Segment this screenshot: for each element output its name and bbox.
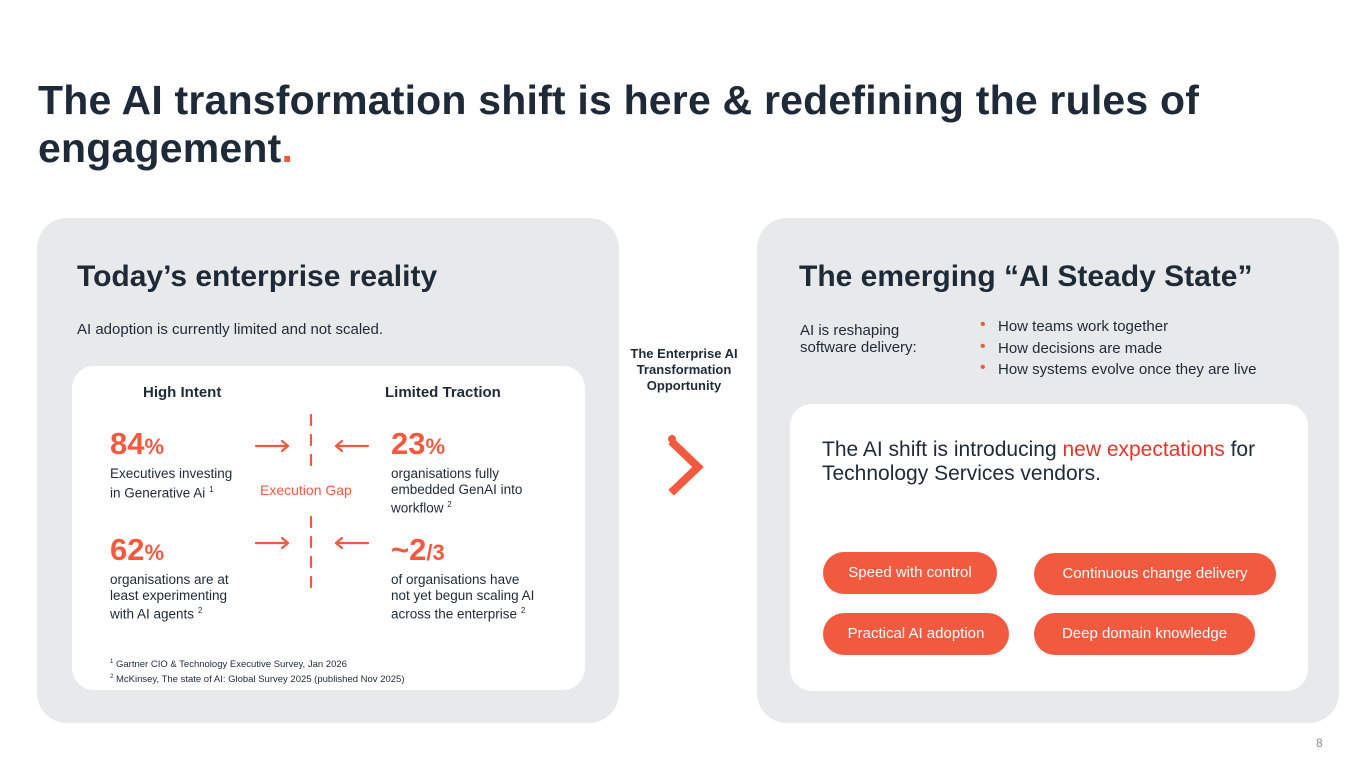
adoption-stats-card: High Intent Limited Traction 84% Executi… [72, 366, 585, 690]
high-intent-heading: High Intent [143, 384, 222, 401]
footnote: 2 McKinsey, The state of AI: Global Surv… [110, 674, 405, 686]
highlight-text: new expectations [1062, 438, 1225, 461]
stat-description: organisations are at least experimenting… [110, 572, 229, 622]
list-item: • How decisions are made [980, 337, 1163, 357]
left-panel-heading: Today’s enterprise reality [77, 260, 438, 293]
list-item: • How systems evolve once they are live [980, 359, 1257, 378]
footnote-ref: 2 [447, 500, 452, 509]
page-number: 8 [1316, 736, 1323, 750]
pill-deep-domain-knowledge: Deep domain knowledge [1034, 613, 1255, 655]
ai-steady-state-panel: The emerging “AI Steady State” AI is res… [757, 218, 1339, 723]
arrow-right-icon [254, 439, 290, 453]
stat-value: 62% [110, 532, 165, 567]
slide-title: The AI transformation shift is here & re… [38, 76, 1218, 172]
slide-title-text: The AI transformation shift is here & re… [38, 77, 1200, 171]
expectations-card: The AI shift is introducing new expectat… [790, 404, 1308, 691]
arrow-left-icon [334, 439, 370, 453]
reshaping-lead-text: AI is reshaping software delivery: [800, 322, 917, 356]
right-panel-heading: The emerging “AI Steady State” [799, 260, 1253, 293]
stat-description: of organisations have not yet begun scal… [391, 572, 535, 622]
pill-continuous-change-delivery: Continuous change delivery [1034, 553, 1276, 595]
title-accent-dot: . [281, 125, 294, 171]
footnote-ref: 1 [209, 484, 214, 494]
pill-practical-ai-adoption: Practical AI adoption [823, 613, 1009, 655]
stat-value: 84% [110, 426, 165, 461]
arrow-right-icon [254, 536, 290, 550]
arrow-left-icon [334, 536, 370, 550]
footnote-ref: 2 [197, 606, 203, 615]
left-panel-subtitle: AI adoption is currently limited and not… [77, 321, 383, 338]
stat-description: organisations fully embedded GenAI into … [391, 466, 523, 516]
enterprise-reality-panel: Today’s enterprise reality AI adoption i… [37, 218, 619, 723]
reshaping-bullet-list: • How teams work together • How decisions … [977, 316, 1256, 381]
stat-value: ~2/3 [391, 532, 445, 567]
expectations-statement: The AI shift is introducing new expectat… [822, 438, 1256, 485]
stat-description: Executives investing in Generative Ai 1 [110, 466, 233, 500]
stat-value: 23% [391, 426, 446, 461]
footnotes: 1 Gartner CIO & Technology Executive Sur… [110, 656, 405, 686]
execution-gap-graphic [254, 413, 370, 589]
footnote: 1 Gartner CIO & Technology Executive Sur… [110, 659, 347, 671]
stat-experimenting-agents: 62% organisations are at least experimen… [110, 534, 229, 622]
stat-not-scaling: ~2/3 of organisations have not yet begun… [391, 534, 534, 622]
chevron-right-icon [668, 435, 704, 496]
stat-executives-investing: 84% Executives investing in Generative A… [110, 428, 232, 501]
pill-speed-with-control: Speed with control [823, 552, 997, 594]
execution-gap-label: Execution Gap [260, 482, 352, 498]
list-item: • How teams work together [980, 316, 1169, 335]
limited-traction-heading: Limited Traction [385, 384, 501, 401]
stat-organisations-embedded: 23% organisations fully embedded GenAI i… [391, 428, 522, 516]
footnote-ref: 2 [520, 606, 526, 615]
transformation-opportunity-label: The Enterprise AI Transformation Opportu… [630, 346, 738, 393]
